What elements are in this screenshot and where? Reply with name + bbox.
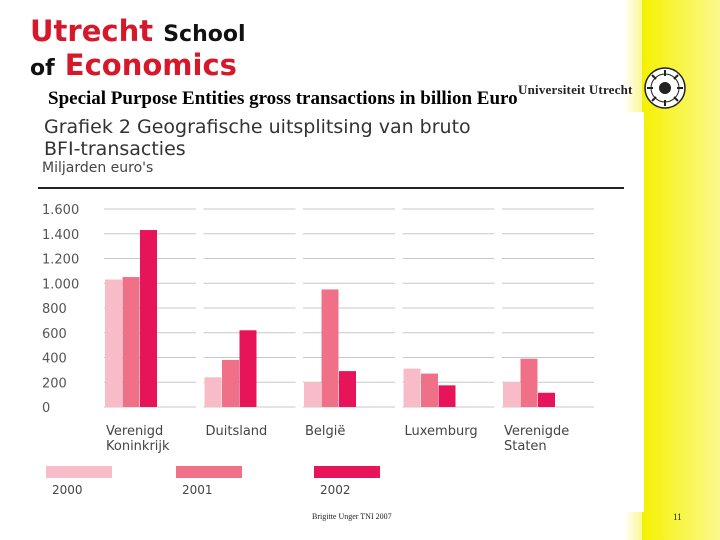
legend-label-2000: 2000 xyxy=(52,483,83,497)
legend-label-2002: 2002 xyxy=(320,483,351,497)
bar-2001-2 xyxy=(321,289,339,407)
bar-2000-2 xyxy=(304,382,321,407)
chart-title-line2: BFI-transacties xyxy=(44,138,186,160)
bar-2000-4 xyxy=(503,382,520,407)
page-number: 11 xyxy=(673,512,682,522)
category-label: Luxemburg xyxy=(405,424,478,439)
y-tick-label: 400 xyxy=(42,352,67,367)
logo-word-economics: Economics xyxy=(64,48,237,82)
category-label-line2: Koninkrijk xyxy=(106,439,170,454)
y-tick-label: 1.200 xyxy=(42,253,79,268)
bar-2002-3 xyxy=(438,385,456,407)
y-tick-label: 1.600 xyxy=(42,203,79,218)
title-rule xyxy=(38,187,624,189)
legend-label-2001: 2001 xyxy=(182,483,213,497)
scanned-chart: Grafiek 2 Geografische uitsplitsing van … xyxy=(38,112,644,512)
legend-swatch-2002 xyxy=(314,466,380,478)
logo-word-school: School xyxy=(163,22,246,47)
chart-title: Grafiek 2 Geografische uitsplitsing van … xyxy=(44,116,471,160)
y-tick-label: 1.400 xyxy=(42,228,79,243)
bar-2000-3 xyxy=(403,368,421,407)
y-tick-label: 600 xyxy=(42,327,67,342)
bar-2000-0 xyxy=(105,279,122,407)
category-label: België xyxy=(305,424,345,439)
bar-2001-0 xyxy=(122,277,140,407)
logo-word-utrecht: Utrecht xyxy=(30,14,154,48)
footer-author: Brigitte Unger TNI 2007 xyxy=(312,512,392,521)
category-label: Verenigde xyxy=(504,424,569,439)
bar-2002-0 xyxy=(140,230,157,407)
slide-title: Special Purpose Entities gross transacti… xyxy=(48,88,518,109)
university-name: Universiteit Utrecht xyxy=(518,82,633,97)
y-tick-label: 0 xyxy=(42,401,50,416)
logo-utrecht-school: Utrecht School xyxy=(30,14,246,48)
bar-2000-1 xyxy=(204,377,222,407)
bar-2001-4 xyxy=(520,358,538,407)
bar-2001-3 xyxy=(421,373,438,407)
logo-word-of: of xyxy=(30,56,55,81)
y-tick-label: 200 xyxy=(42,376,67,391)
university-seal-icon xyxy=(644,67,686,109)
bar-2002-2 xyxy=(339,371,356,407)
bar-2002-1 xyxy=(239,330,257,407)
category-label: Verenigd xyxy=(106,424,163,439)
category-label-line2: Staten xyxy=(504,439,547,454)
bar-chart: 0 200 400 600 800 1.000 1.200 1.400 1.600 Verenig… xyxy=(42,203,594,497)
legend-swatch-2000 xyxy=(46,466,112,478)
y-axis-unit-label: Miljarden euro's xyxy=(42,160,154,176)
legend-swatch-2001 xyxy=(176,466,242,478)
y-tick-label: 1.000 xyxy=(42,277,79,292)
bar-2002-4 xyxy=(538,392,555,407)
bar-2001-1 xyxy=(222,359,239,407)
y-tick-label: 800 xyxy=(42,302,67,317)
chart-title-line1: Grafiek 2 Geografische uitsplitsing van … xyxy=(44,116,471,138)
category-label: Duitsland xyxy=(206,424,268,439)
logo-of-economics: of Economics xyxy=(30,48,237,82)
